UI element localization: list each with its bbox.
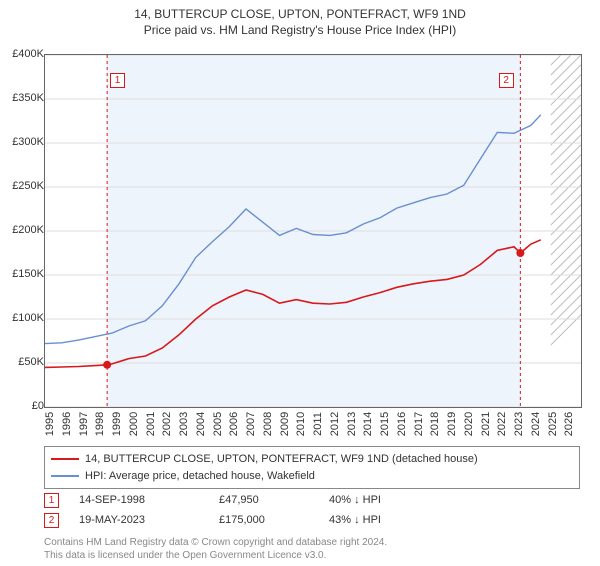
- x-tick-label: 2012: [329, 412, 341, 436]
- x-tick-label: 2007: [245, 412, 257, 436]
- sales-row: 2 19-MAY-2023 £175,000 43% ↓ HPI: [44, 510, 570, 530]
- legend-item: HPI: Average price, detached house, Wake…: [51, 468, 573, 485]
- sale-delta: 40% ↓ HPI: [329, 494, 439, 506]
- legend: 14, BUTTERCUP CLOSE, UPTON, PONTEFRACT, …: [44, 446, 580, 489]
- y-tick-label: £0: [0, 400, 44, 412]
- y-tick-label: £350K: [0, 92, 44, 104]
- legend-label: HPI: Average price, detached house, Wake…: [85, 468, 315, 485]
- x-tick-label: 2009: [279, 412, 291, 436]
- sales-table: 1 14-SEP-1998 £47,950 40% ↓ HPI 2 19-MAY…: [44, 490, 570, 530]
- x-tick-label: 2018: [429, 412, 441, 436]
- title-line-2: Price paid vs. HM Land Registry's House …: [0, 22, 600, 38]
- title-line-1: 14, BUTTERCUP CLOSE, UPTON, PONTEFRACT, …: [0, 6, 600, 22]
- sale-date: 19-MAY-2023: [79, 514, 219, 526]
- x-tick-label: 1998: [94, 412, 106, 436]
- x-tick-label: 2020: [463, 412, 475, 436]
- x-tick-label: 2013: [346, 412, 358, 436]
- x-tick-label: 1995: [44, 412, 56, 436]
- x-tick-label: 2024: [530, 412, 542, 436]
- sale-price: £47,950: [219, 494, 329, 506]
- sale-date: 14-SEP-1998: [79, 494, 219, 506]
- x-tick-label: 2003: [178, 412, 190, 436]
- x-tick-label: 2023: [513, 412, 525, 436]
- sale-marker-box: 1: [44, 493, 59, 508]
- x-tick-label: 1997: [78, 412, 90, 436]
- y-tick-label: £400K: [0, 48, 44, 60]
- plot-svg: [45, 55, 581, 407]
- x-tick-label: 2008: [262, 412, 274, 436]
- sale-marker-box: 2: [44, 513, 59, 528]
- legend-swatch: [51, 475, 79, 477]
- legend-label: 14, BUTTERCUP CLOSE, UPTON, PONTEFRACT, …: [85, 451, 478, 468]
- y-tick-label: £300K: [0, 136, 44, 148]
- x-tick-label: 2021: [480, 412, 492, 436]
- plot-marker-box: 2: [499, 73, 514, 88]
- x-tick-label: 2000: [128, 412, 140, 436]
- legend-item: 14, BUTTERCUP CLOSE, UPTON, PONTEFRACT, …: [51, 451, 573, 468]
- x-tick-label: 2015: [379, 412, 391, 436]
- sale-delta: 43% ↓ HPI: [329, 514, 439, 526]
- x-tick-label: 2025: [547, 412, 559, 436]
- x-tick-label: 2026: [563, 412, 575, 436]
- y-tick-label: £50K: [0, 356, 44, 368]
- legend-swatch: [51, 458, 79, 460]
- y-tick-label: £150K: [0, 268, 44, 280]
- chart-container: 14, BUTTERCUP CLOSE, UPTON, PONTEFRACT, …: [0, 6, 600, 566]
- x-tick-label: 2014: [362, 412, 374, 436]
- sales-row: 1 14-SEP-1998 £47,950 40% ↓ HPI: [44, 490, 570, 510]
- plot-marker-box: 1: [110, 73, 125, 88]
- x-tick-label: 2005: [212, 412, 224, 436]
- x-tick-label: 2006: [228, 412, 240, 436]
- y-tick-label: £200K: [0, 224, 44, 236]
- x-tick-label: 2001: [145, 412, 157, 436]
- y-tick-label: £250K: [0, 180, 44, 192]
- x-tick-label: 2004: [195, 412, 207, 436]
- x-tick-label: 2017: [413, 412, 425, 436]
- plot-area: 12: [44, 54, 582, 408]
- footnote-line: This data is licensed under the Open Gov…: [44, 549, 570, 562]
- x-tick-label: 1996: [61, 412, 73, 436]
- footnote-line: Contains HM Land Registry data © Crown c…: [44, 536, 570, 549]
- x-tick-label: 2016: [396, 412, 408, 436]
- x-tick-label: 2019: [446, 412, 458, 436]
- sale-price: £175,000: [219, 514, 329, 526]
- x-tick-label: 2010: [295, 412, 307, 436]
- x-tick-label: 2022: [496, 412, 508, 436]
- footnote: Contains HM Land Registry data © Crown c…: [44, 536, 570, 562]
- x-tick-label: 2011: [312, 412, 324, 436]
- chart-title: 14, BUTTERCUP CLOSE, UPTON, PONTEFRACT, …: [0, 6, 600, 38]
- x-tick-label: 1999: [111, 412, 123, 436]
- y-tick-label: £100K: [0, 312, 44, 324]
- x-tick-label: 2002: [161, 412, 173, 436]
